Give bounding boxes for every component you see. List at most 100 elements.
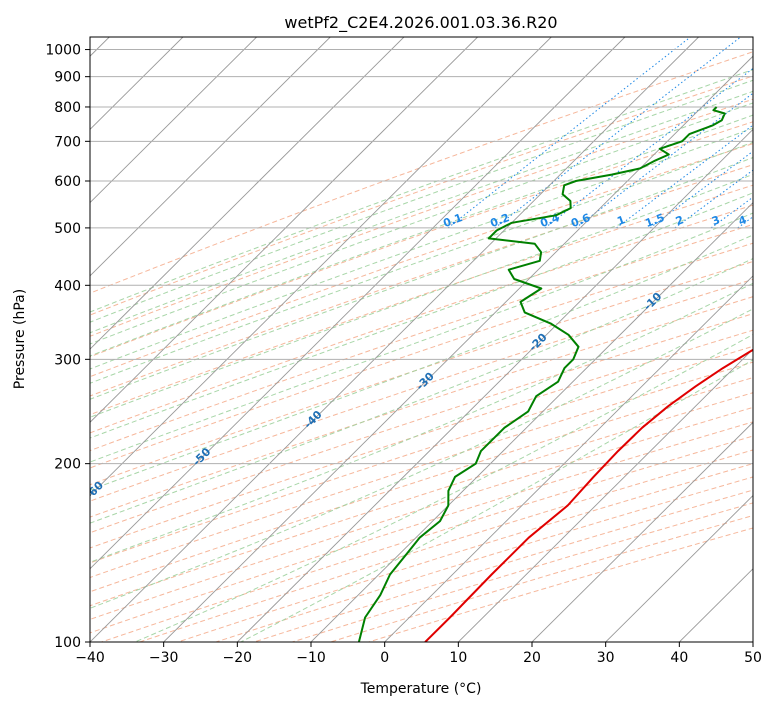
isotherm-label: -70 [0,509,2,532]
dry-adiabat-line [90,242,753,469]
mixing-ratio-label: 0.1 [442,211,465,230]
dry-adiabat-line [90,223,753,452]
mixing-ratio-lines [447,37,753,229]
chart-title: wetPf2_C2E4.2026.001.03.36.R20 [284,13,557,33]
moist-adiabat-line [90,69,753,313]
mixing-ratio-line [544,67,753,229]
dry-adiabat-line [90,121,753,358]
dry-adiabat-line [90,345,753,564]
isotherms [90,37,753,642]
mixing-ratio-label: 1 [615,213,627,228]
moist-adiabat-line [90,141,753,384]
isotherm-line [163,55,753,642]
isotherm-line [752,641,753,642]
y-tick-label: 800 [54,100,81,116]
moist-adiabat-line [90,308,753,609]
dry-adiabat-line [90,204,753,434]
isotherm-line [310,202,753,642]
y-tick-label: 500 [54,221,81,237]
dry-adiabat-line [90,278,753,502]
isotherm-line [90,37,478,423]
y-tick-label: 1000 [45,43,81,59]
dry-adiabat-line [90,143,753,378]
mixing-ratio-line [649,150,753,229]
x-tick-label: 50 [744,650,762,666]
moist-adiabat-line [90,90,753,334]
y-tick-label: 200 [54,457,81,473]
moist-adiabats [90,69,753,642]
isotherm-line [90,37,552,497]
dry-adiabat-line [215,476,753,642]
isotherm-line [90,37,405,350]
mixing-ratio-label: 1.5 [644,211,667,230]
isotherm-line [384,275,753,642]
isotherm-line [531,421,753,642]
isotherm-line [237,128,753,642]
dry-adiabat-line [90,164,753,397]
moist-adiabat-line [90,234,753,491]
mixing-ratio-label: 3 [710,213,722,228]
y-axis-ticks: 100 200 300 400 500 600 700 800 900 1000 [45,43,90,651]
dry-adiabats [90,51,753,642]
x-tick-label: 30 [597,650,615,666]
x-tick-label: 10 [449,650,467,666]
dry-adiabat-line [90,377,753,593]
y-tick-label: 400 [54,278,81,294]
y-tick-label: 900 [54,70,81,86]
mixing-ratio-label: 0.6 [569,211,592,230]
x-tick-label: 40 [670,650,688,666]
dry-adiabat-line [90,392,753,607]
dry-adiabat-line [90,51,753,294]
isotherm-line [90,37,626,570]
moist-adiabat-line [90,157,753,400]
isotherm-line [605,494,753,642]
x-tick-label: 0 [380,650,389,666]
moist-adiabat-line [90,102,753,345]
mixing-ratio-line [494,37,742,229]
mixing-ratio-line [575,92,753,229]
x-tick-label: −40 [75,650,105,666]
moist-adiabat-line [90,212,753,463]
y-tick-label: 700 [54,134,81,150]
y-tick-label: 600 [54,174,81,190]
x-tick-label: −10 [296,650,326,666]
isotherm-line [90,37,257,204]
y-tick-label: 300 [54,352,81,368]
mixing-ratio-label: 2 [674,213,686,228]
dry-adiabat-line [90,361,753,579]
isotherm-line [90,37,699,642]
background-line-labels: 0.10.20.40.611.52346810131620253036-100-… [0,211,749,532]
x-axis-ticks: −40 −30 −20 −10 0 10 20 30 40 50 [75,642,762,666]
dry-adiabat-line [90,296,753,518]
moist-adiabat-line [134,333,753,642]
moist-adiabat-line [90,258,753,524]
mixing-ratio-label: 4 [737,213,749,228]
dewpoint-profile-line [357,106,726,642]
pressure-gridlines [90,49,753,642]
profile-series [357,106,753,642]
dry-adiabat-line [101,435,753,642]
dry-adiabat-line [90,75,753,316]
isotherm-label: -60 [83,479,106,502]
isotherm-line [458,348,753,642]
isotherm-label: -50 [190,445,213,468]
isotherm-line [90,37,331,277]
moist-adiabat-line [90,173,753,418]
dry-adiabat-line [90,260,753,486]
x-tick-label: −20 [223,650,253,666]
x-axis-label: Temperature (°C) [360,681,482,697]
temperature-profile-line [424,348,753,642]
plot-frame [89,36,754,643]
dry-adiabat-line [90,329,753,549]
y-tick-label: 100 [54,635,81,651]
x-tick-label: 20 [523,650,541,666]
mixing-ratio-line [674,169,753,229]
x-tick-label: −30 [149,650,179,666]
dry-adiabat-line [90,313,753,534]
isotherm-label: -10 [641,290,664,313]
dry-adiabat-line [90,184,753,416]
moist-adiabat-line [90,79,753,323]
isotherm-label: -20 [526,330,549,353]
moist-adiabat-line [90,127,753,370]
